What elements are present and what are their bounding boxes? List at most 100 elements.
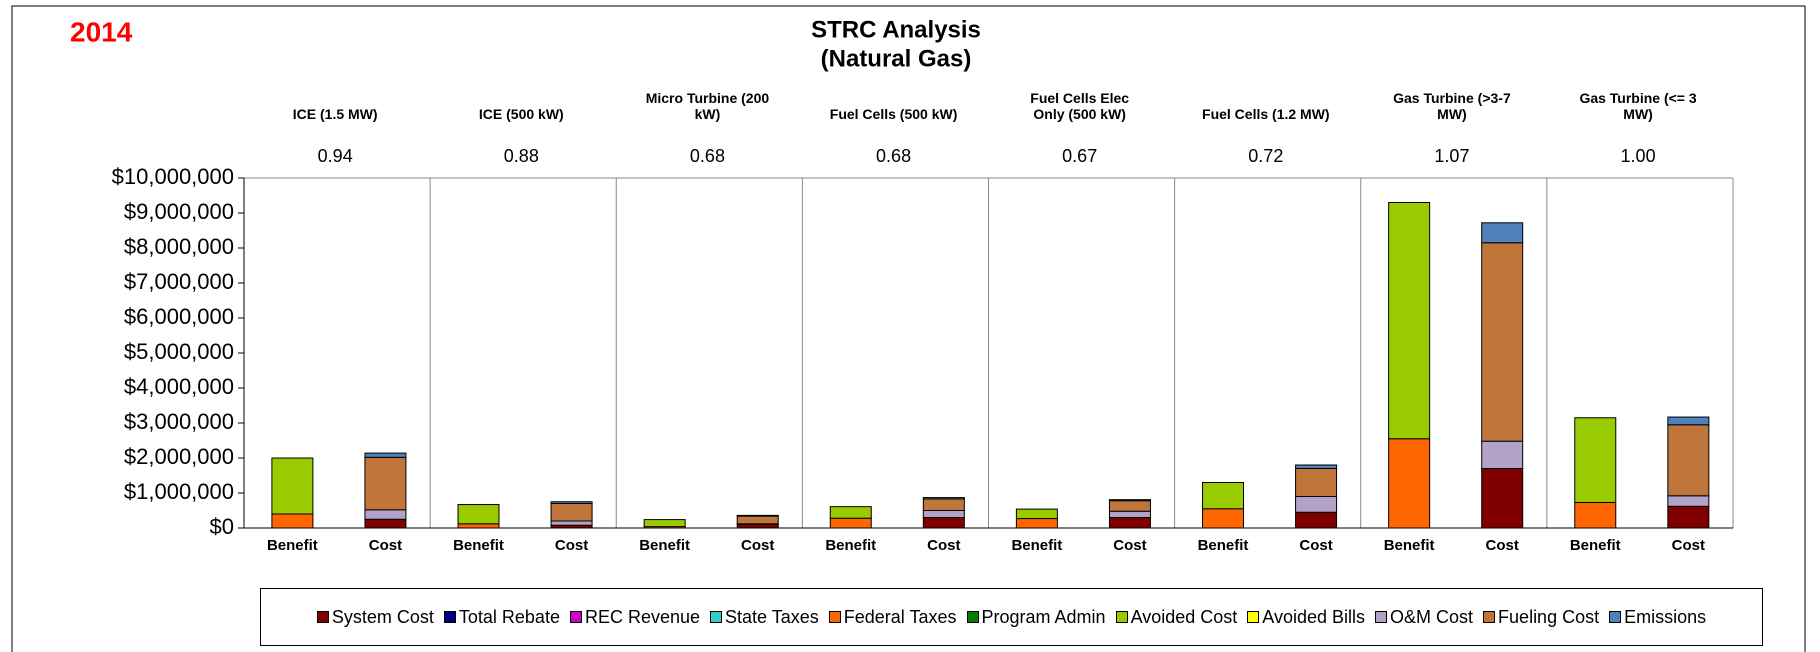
legend-swatch — [710, 611, 723, 623]
x-tick-label: Cost — [1113, 537, 1146, 554]
x-tick-label: Cost — [1299, 537, 1332, 554]
legend: System Cost Total Rebate REC Revenue State … — [260, 588, 1763, 646]
bar-segment — [1481, 242, 1524, 442]
bar-segment — [550, 501, 593, 504]
bar-segment — [457, 523, 500, 529]
legend-label: Total Rebate — [458, 606, 560, 627]
legend-swatch — [1483, 611, 1496, 623]
bar-segment — [1108, 510, 1151, 519]
legend-swatch — [828, 611, 841, 623]
bar-segment — [736, 515, 779, 525]
legend-label: O&M Cost — [1390, 606, 1474, 627]
chart-title: STRC Analysis — [811, 16, 981, 43]
bar-segment — [922, 510, 965, 518]
bar-segment — [922, 517, 965, 529]
ratio-label: 0.68 — [690, 146, 725, 166]
legend-item: System Cost — [316, 606, 434, 628]
bar-segment — [1388, 202, 1431, 440]
ratio-label: 0.68 — [876, 146, 911, 166]
legend-item: Total Rebate — [443, 606, 560, 628]
legend-label: Fueling Cost — [1498, 606, 1600, 627]
bar-segment — [457, 504, 500, 525]
x-tick-label: Benefit — [639, 537, 690, 554]
y-tick-label: $9,000,000 — [124, 199, 234, 224]
group-label: ICE (500 kW) — [478, 106, 564, 122]
x-tick-label: Cost — [369, 537, 402, 554]
bar-segment — [1295, 464, 1338, 469]
group-label: ICE (1.5 MW) — [292, 106, 378, 122]
x-tick-label: Cost — [555, 537, 588, 554]
legend-swatch — [1115, 611, 1128, 623]
legend-label: Federal Taxes — [843, 606, 957, 627]
legend-item: Avoided Cost — [1115, 607, 1237, 628]
bar-segment — [1108, 517, 1151, 529]
group-label: Micro Turbine (200 kW) — [645, 90, 770, 122]
bar-segment — [271, 513, 314, 529]
legend-item: Federal Taxes — [828, 606, 957, 628]
bar-segment — [1295, 468, 1338, 497]
y-tick-label: $4,000,000 — [124, 374, 234, 399]
bar-segment — [1015, 508, 1058, 520]
bar-segment — [922, 498, 965, 512]
bar-segment — [1388, 438, 1431, 529]
x-tick-label: Benefit — [1198, 537, 1249, 554]
bar-segment — [643, 519, 686, 528]
ratio-label: 0.88 — [504, 146, 539, 166]
legend-item: Avoided Bills — [1247, 607, 1365, 628]
legend-item: O&M Cost — [1375, 607, 1473, 628]
x-tick-label: Benefit — [1570, 537, 1621, 554]
bar-segment — [1108, 500, 1151, 512]
bar-segment — [550, 520, 593, 526]
x-tick-label: Cost — [1672, 537, 1705, 554]
ratio-label: 1.00 — [1621, 146, 1656, 166]
bar-segment — [364, 509, 407, 520]
year-label: 2014 — [70, 16, 133, 47]
frame — [11, 5, 1806, 652]
legend-item: Emissions — [1609, 607, 1706, 628]
legend-label: Avoided Bills — [1262, 606, 1366, 627]
legend-label: Program Admin — [981, 606, 1106, 627]
legend-swatch — [1375, 611, 1388, 623]
y-tick-label: $3,000,000 — [124, 409, 234, 434]
y-tick-label: $7,000,000 — [124, 269, 234, 294]
legend-label: REC Revenue — [584, 606, 701, 627]
bar-segment — [1574, 417, 1617, 503]
bar-segment — [736, 514, 779, 517]
bar-segment — [1667, 505, 1710, 529]
bar-segment — [550, 503, 593, 522]
bar-segment — [364, 452, 407, 458]
bar-segment — [736, 524, 779, 529]
bar-segment — [364, 456, 407, 511]
group-label: Fuel Cells (500 kW) — [829, 106, 958, 122]
y-tick-label: $10,000,000 — [112, 164, 234, 189]
bar-segment — [1667, 416, 1710, 426]
x-tick-label: Benefit — [825, 537, 876, 554]
bar-segment — [1295, 496, 1338, 513]
legend-swatch — [316, 611, 329, 623]
group-label: Fuel Cells Elec Only (500 kW) — [1030, 90, 1130, 122]
x-tick-label: Benefit — [453, 537, 504, 554]
bar-segment — [1481, 468, 1524, 529]
legend-swatch — [1609, 611, 1622, 623]
legend-label: Emissions — [1624, 606, 1707, 627]
legend-item: Fueling Cost — [1483, 607, 1599, 628]
bar-segment — [364, 518, 407, 529]
y-tick-label: $6,000,000 — [124, 304, 234, 329]
ratio-label: 1.07 — [1434, 146, 1469, 166]
legend-swatch — [443, 611, 456, 623]
bar-segment — [1667, 495, 1710, 507]
x-tick-label: Benefit — [1011, 537, 1062, 554]
ratio-label: 0.72 — [1248, 146, 1283, 166]
legend-item: State Taxes — [710, 607, 819, 628]
legend-item: REC Revenue — [569, 606, 701, 628]
ratio-label: 0.94 — [318, 146, 353, 166]
bar-segment — [829, 517, 872, 529]
ratio-label: 0.67 — [1062, 146, 1097, 166]
group-label: Fuel Cells (1.2 MW) — [1202, 106, 1330, 122]
y-tick-label: $5,000,000 — [124, 339, 234, 364]
y-tick-label: $0 — [210, 514, 234, 539]
group-label: Gas Turbine (>3-7 MW) — [1393, 90, 1511, 122]
legend-label: System Cost — [331, 606, 434, 627]
